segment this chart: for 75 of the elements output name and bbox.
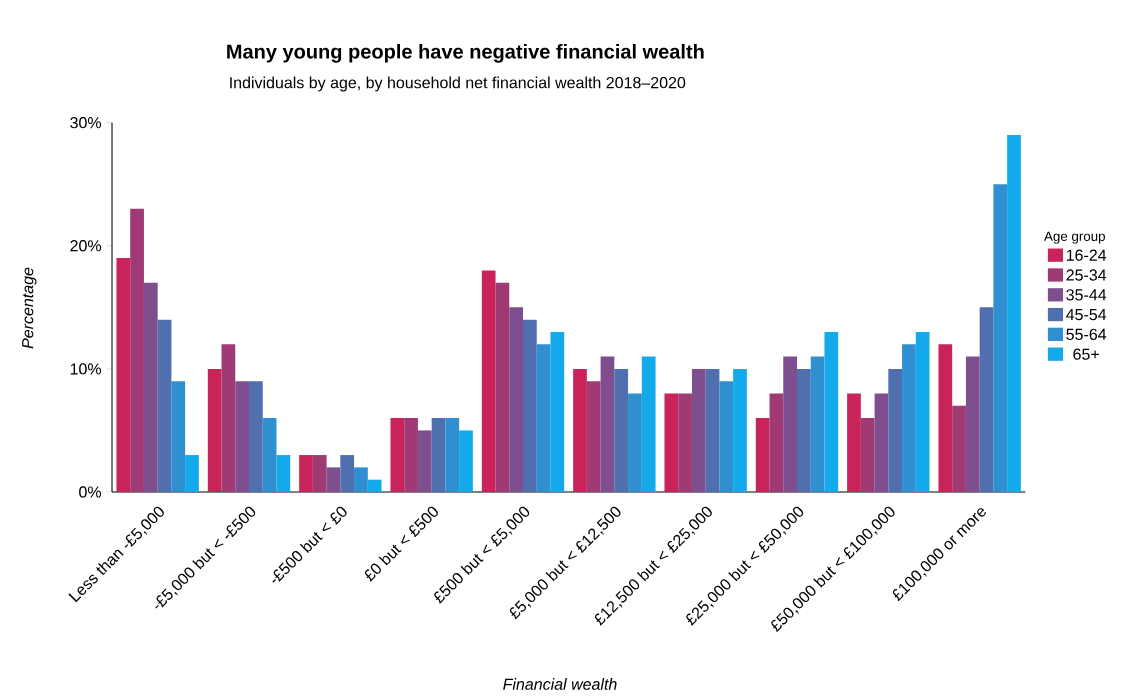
bar xyxy=(185,455,199,492)
bar xyxy=(116,258,131,492)
y-tick-label: 20% xyxy=(70,240,102,252)
bar xyxy=(664,393,679,492)
bar xyxy=(860,418,875,492)
bar xyxy=(550,331,565,492)
bar xyxy=(481,270,496,492)
bar xyxy=(965,356,980,492)
legend-label: 25-34 xyxy=(1066,269,1107,281)
bar xyxy=(810,356,825,492)
bar xyxy=(993,184,1008,492)
bar xyxy=(299,455,313,492)
bar xyxy=(157,319,172,492)
bar xyxy=(431,418,446,492)
bar xyxy=(952,405,966,492)
bar xyxy=(614,368,629,492)
bar xyxy=(354,467,368,492)
bar xyxy=(600,356,615,492)
bar xyxy=(628,393,642,492)
y-tick-label: 30% xyxy=(70,117,102,129)
bar xyxy=(262,418,277,492)
bar xyxy=(755,418,770,492)
bar xyxy=(888,368,903,492)
x-axis-title: Financial wealth xyxy=(503,678,617,690)
bar xyxy=(797,368,811,492)
bar xyxy=(783,356,797,492)
bar xyxy=(312,455,327,492)
bar xyxy=(221,344,236,492)
legend-label: 45-54 xyxy=(1066,309,1107,321)
bar xyxy=(326,467,341,492)
bar xyxy=(235,381,250,492)
bar xyxy=(691,368,706,492)
bar xyxy=(1007,134,1021,492)
y-axis-title: Percentage xyxy=(22,267,37,349)
bar xyxy=(340,455,355,492)
legend-label: 35-44 xyxy=(1066,289,1107,301)
bar xyxy=(733,368,747,492)
y-tick-label: 0% xyxy=(79,486,102,498)
bar xyxy=(130,208,144,492)
bar xyxy=(171,381,186,492)
bar xyxy=(207,368,222,492)
bar xyxy=(915,331,930,492)
bar xyxy=(719,381,734,492)
bar xyxy=(404,418,418,492)
chart-title: Many young people have negative financial wealth xyxy=(227,43,704,63)
bar xyxy=(573,368,587,492)
bar xyxy=(390,418,405,492)
legend-label: 55-64 xyxy=(1066,328,1107,341)
bar xyxy=(979,307,994,492)
bar xyxy=(705,368,720,492)
bar xyxy=(678,393,692,492)
bar xyxy=(938,344,953,492)
bar xyxy=(459,430,473,492)
bar xyxy=(874,393,889,492)
bar xyxy=(847,393,861,492)
bar xyxy=(367,479,382,492)
bar xyxy=(586,381,601,492)
chart-subtitle: Individuals by age, by household net financial wealth 2018–2020 xyxy=(230,76,686,92)
bar xyxy=(902,344,916,492)
bar xyxy=(509,307,523,492)
legend-label: 65+ xyxy=(1073,348,1099,360)
bar xyxy=(824,331,839,492)
legend-title: Age group xyxy=(1044,231,1105,244)
bar xyxy=(641,356,656,492)
bar xyxy=(523,319,537,492)
y-tick-label: 10% xyxy=(70,363,102,375)
bar xyxy=(249,381,263,492)
legend-label: 16-24 xyxy=(1066,249,1107,261)
bar xyxy=(445,418,460,492)
bar xyxy=(143,282,158,492)
bar xyxy=(769,393,784,492)
bar xyxy=(536,344,551,492)
bar xyxy=(417,430,432,492)
bar xyxy=(276,455,291,492)
bar xyxy=(495,282,510,492)
